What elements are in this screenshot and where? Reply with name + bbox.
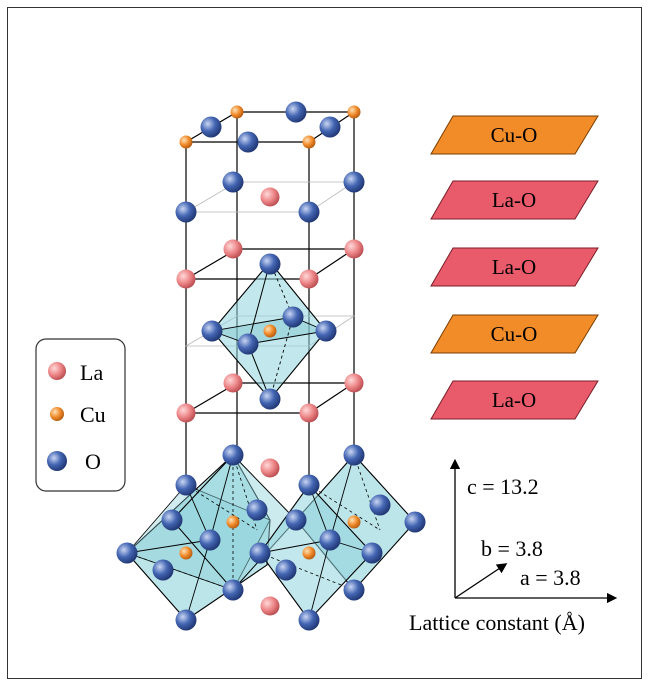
legend: La Cu O <box>35 338 126 492</box>
atoms <box>116 101 426 631</box>
c-constant-label: c = 13.2 <box>467 474 539 499</box>
o-atom <box>175 609 197 631</box>
plane-labels: Cu-O La-O La-O Cu-O La-O <box>430 115 599 420</box>
o-atom <box>343 444 365 466</box>
o-atom <box>282 306 304 328</box>
plane-la-o-2: La-O <box>430 247 599 287</box>
o-atom <box>116 542 138 564</box>
o-atom <box>161 509 183 531</box>
lattice-axes: c = 13.2 b = 3.8 a = 3.8 Lattice constan… <box>409 458 618 635</box>
o-atom <box>175 201 197 223</box>
a-constant-label: a = 3.8 <box>520 565 581 590</box>
o-atom <box>361 542 383 564</box>
lattice-caption: Lattice constant (Å) <box>409 610 585 635</box>
o-atom <box>285 101 307 123</box>
la-atom <box>260 187 280 207</box>
la-atom <box>344 373 364 393</box>
la-atom <box>176 403 196 423</box>
cu-atom-icon <box>50 407 64 421</box>
o-atom <box>246 499 268 521</box>
o-atom <box>200 116 222 138</box>
la-atom <box>260 458 280 478</box>
cu-atom <box>230 105 244 119</box>
la-atom <box>260 596 280 616</box>
o-atom <box>237 333 259 355</box>
la-atom <box>176 269 196 289</box>
o-atom <box>298 474 320 496</box>
o-atom <box>222 171 244 193</box>
o-atom <box>259 253 281 275</box>
o-atom <box>369 494 391 516</box>
o-atom <box>222 444 244 466</box>
o-atom <box>175 474 197 496</box>
o-atom <box>285 509 307 531</box>
la-atom <box>344 239 364 259</box>
la-atom <box>299 403 319 423</box>
figure-frame <box>7 7 642 679</box>
o-atom <box>319 529 341 551</box>
plane-label: La-O <box>492 255 536 279</box>
cu-atom <box>302 135 316 149</box>
o-atom <box>199 529 221 551</box>
cu-atom <box>302 546 316 560</box>
b-constant-label: b = 3.8 <box>481 536 543 561</box>
plane-label: La-O <box>492 388 536 412</box>
legend-label-la: La <box>80 360 103 385</box>
plane-label: Cu-O <box>491 322 538 346</box>
cu-atom <box>226 515 240 529</box>
o-atom <box>319 116 341 138</box>
o-atom <box>275 559 297 581</box>
cu-atom <box>179 135 193 149</box>
o-atom <box>259 388 281 410</box>
la-atom-icon <box>48 362 66 380</box>
o-atom <box>315 320 337 342</box>
cu-atom <box>179 546 193 560</box>
cu-atom <box>347 105 361 119</box>
la-atom <box>223 373 243 393</box>
o-atom <box>249 542 271 564</box>
o-atom-icon <box>47 451 67 471</box>
o-atom <box>152 559 174 581</box>
legend-label-cu: Cu <box>80 402 106 427</box>
b-axis-arrow <box>454 563 508 599</box>
la-atom <box>223 239 243 259</box>
lower-octahedra <box>126 454 416 621</box>
legend-label-o: O <box>85 449 101 474</box>
plane-label: La-O <box>492 188 536 212</box>
o-atom <box>201 320 223 342</box>
o-atom <box>298 201 320 223</box>
o-atom <box>343 579 365 601</box>
plane-cu-o-2: Cu-O <box>430 314 599 354</box>
cu-atom <box>347 515 361 529</box>
la-atom <box>299 269 319 289</box>
plane-cu-o-1: Cu-O <box>430 115 599 155</box>
o-atom <box>222 579 244 601</box>
o-atom <box>404 511 426 533</box>
o-atom <box>237 131 259 153</box>
o-atom <box>343 171 365 193</box>
plane-la-o-1: La-O <box>430 180 599 220</box>
cu-atom <box>263 324 277 338</box>
plane-la-o-3: La-O <box>430 380 599 420</box>
o-atom <box>298 609 320 631</box>
plane-label: Cu-O <box>491 123 538 147</box>
